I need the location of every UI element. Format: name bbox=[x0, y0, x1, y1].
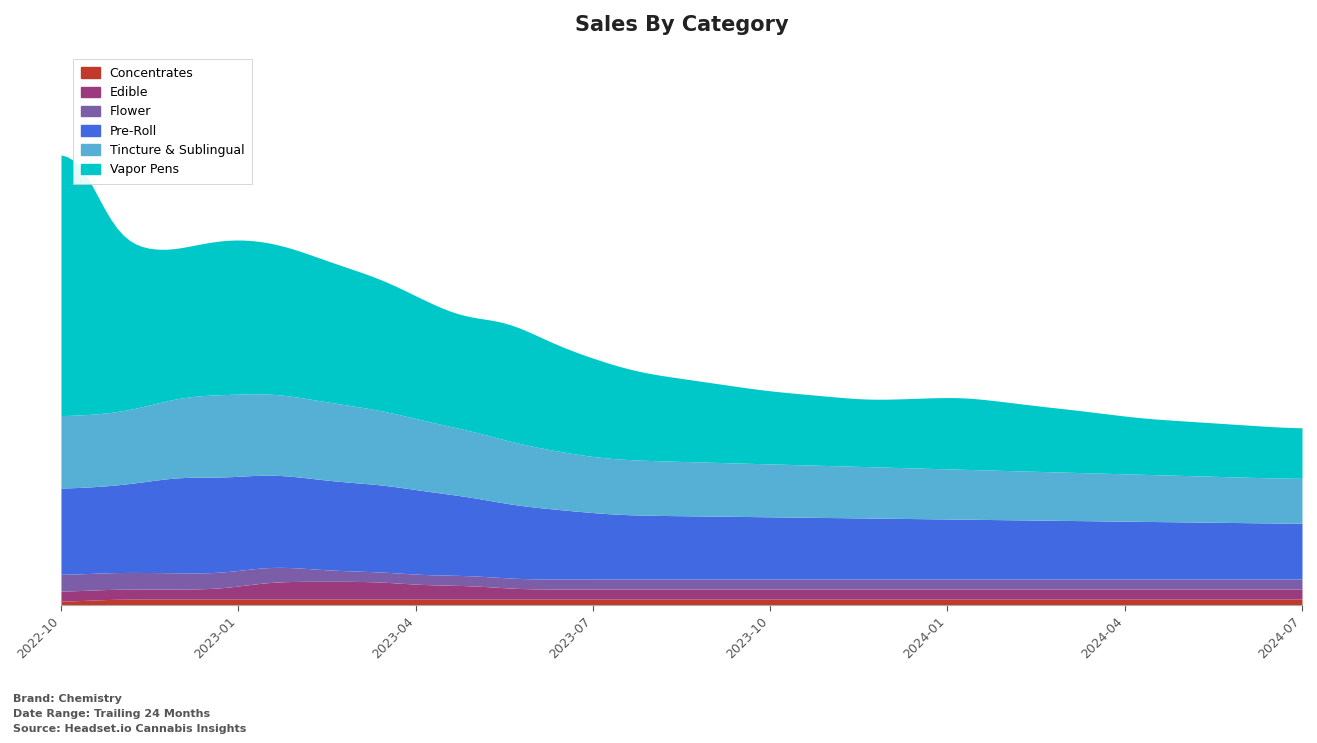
Legend: Concentrates, Edible, Flower, Pre-Roll, Tincture & Sublingual, Vapor Pens: Concentrates, Edible, Flower, Pre-Roll, … bbox=[74, 59, 252, 184]
Text: Brand: Chemistry: Brand: Chemistry bbox=[13, 694, 122, 704]
Title: Sales By Category: Sales By Category bbox=[574, 15, 789, 35]
Text: Date Range: Trailing 24 Months: Date Range: Trailing 24 Months bbox=[13, 709, 211, 719]
Text: Source: Headset.io Cannabis Insights: Source: Headset.io Cannabis Insights bbox=[13, 724, 246, 734]
